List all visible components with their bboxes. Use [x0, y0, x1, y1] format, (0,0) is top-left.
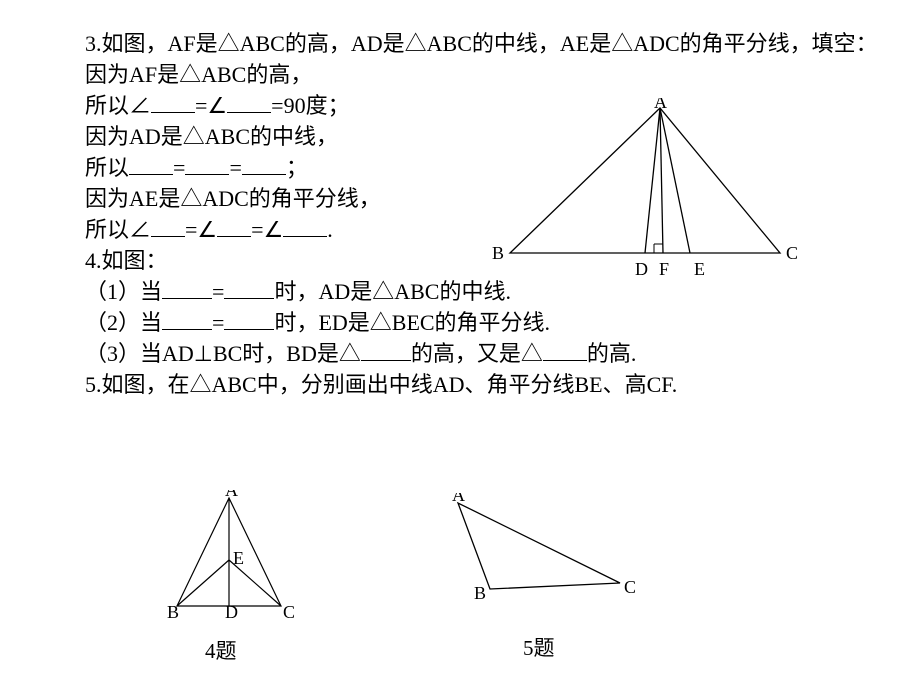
text: =	[212, 310, 224, 335]
svg-text:D: D	[635, 259, 648, 279]
blank	[227, 92, 271, 113]
svg-text:A: A	[452, 493, 465, 505]
svg-text:B: B	[167, 602, 179, 622]
text: （2）当	[85, 310, 162, 335]
svg-text:C: C	[786, 243, 798, 263]
figure-q4: A B C D E	[165, 490, 305, 635]
text: =	[173, 155, 185, 180]
text: =	[212, 279, 224, 304]
svg-text:B: B	[474, 583, 486, 603]
blank	[283, 216, 327, 237]
svg-text:C: C	[624, 577, 636, 597]
svg-text:C: C	[283, 602, 295, 622]
text: 所以	[85, 155, 129, 180]
blank	[151, 216, 185, 237]
blank	[361, 340, 411, 361]
svg-text:A: A	[654, 98, 667, 112]
text: =∠	[185, 217, 217, 242]
text: 的高.	[587, 341, 637, 366]
text: 所以∠	[85, 217, 151, 242]
caption-q4: 4题	[205, 635, 237, 665]
svg-text:F: F	[659, 259, 669, 279]
figure-q3: A B C DF E	[490, 98, 810, 303]
text: ；	[286, 155, 308, 180]
q4-sub3: （3）当AD⊥BC时，BD是△ 的高，又是△ 的高.	[85, 338, 845, 369]
triangle-q4-svg: A B C D E	[165, 490, 305, 630]
text: 所以∠	[85, 93, 151, 118]
text: 的高，又是△	[411, 341, 543, 366]
q4-sub2: （2）当 = 时，ED是△BEC的角平分线.	[85, 307, 845, 338]
svg-text:E: E	[694, 259, 705, 279]
svg-text:D: D	[225, 602, 238, 622]
blank	[129, 154, 173, 175]
text: =	[229, 155, 241, 180]
text: =∠	[195, 93, 227, 118]
triangle-q3-svg: A B C DF E	[490, 98, 810, 298]
blank	[162, 278, 212, 299]
svg-text:B: B	[492, 243, 504, 263]
svg-text:A: A	[225, 490, 238, 500]
q3-line1: 因为AF是△ABC的高，	[85, 59, 845, 90]
text: =90度；	[271, 93, 349, 118]
text: （1）当	[85, 279, 162, 304]
blank	[185, 154, 229, 175]
text: =∠	[251, 217, 283, 242]
text: 时，AD是△ABC的中线.	[274, 279, 511, 304]
blank	[242, 154, 286, 175]
text: （3）当AD⊥BC时，BD是△	[85, 341, 361, 366]
caption-q5: 5题	[523, 632, 555, 662]
q3-intro: 3.如图，AF是△ABC的高，AD是△ABC的中线，AE是△ADC的角平分线，填…	[85, 28, 845, 59]
blank	[162, 309, 212, 330]
text: 时，ED是△BEC的角平分线.	[274, 310, 550, 335]
figure-q5: A B C	[430, 493, 650, 618]
blank	[224, 278, 274, 299]
blank	[224, 309, 274, 330]
text: .	[327, 217, 333, 242]
blank	[543, 340, 587, 361]
svg-text:E: E	[233, 548, 244, 568]
blank	[217, 216, 251, 237]
q5-text: 5.如图，在△ABC中，分别画出中线AD、角平分线BE、高CF.	[85, 369, 845, 400]
triangle-q5-svg: A B C	[430, 493, 650, 613]
blank	[151, 92, 195, 113]
